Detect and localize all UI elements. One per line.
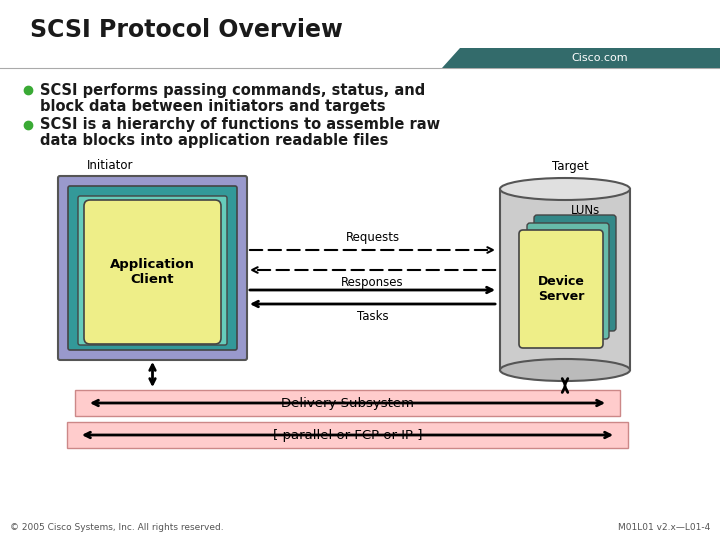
FancyBboxPatch shape — [84, 200, 221, 344]
Text: Tasks: Tasks — [356, 310, 388, 323]
Text: SCSI performs passing commands, status, and: SCSI performs passing commands, status, … — [40, 83, 426, 98]
Text: © 2005 Cisco Systems, Inc. All rights reserved.: © 2005 Cisco Systems, Inc. All rights re… — [10, 523, 224, 532]
Bar — [500, 189, 630, 370]
FancyBboxPatch shape — [58, 176, 247, 360]
Text: Requests: Requests — [346, 231, 400, 244]
Ellipse shape — [500, 359, 630, 381]
Text: SCSI Protocol Overview: SCSI Protocol Overview — [30, 18, 343, 42]
Text: [ parallel or FCP or IP ]: [ parallel or FCP or IP ] — [273, 429, 422, 442]
Text: Responses: Responses — [341, 276, 404, 289]
FancyBboxPatch shape — [519, 230, 603, 348]
Text: Target: Target — [552, 160, 588, 173]
FancyBboxPatch shape — [68, 186, 237, 350]
Bar — [67, 422, 628, 448]
Text: M01L01 v2.x—L01-4: M01L01 v2.x—L01-4 — [618, 523, 710, 532]
Bar — [75, 390, 620, 416]
FancyBboxPatch shape — [78, 196, 227, 345]
Text: SCSI is a hierarchy of functions to assemble raw: SCSI is a hierarchy of functions to asse… — [40, 118, 440, 132]
Text: Application
Client: Application Client — [110, 258, 195, 286]
Text: Cisco.com: Cisco.com — [572, 53, 629, 63]
Polygon shape — [442, 48, 720, 68]
Text: Initiator: Initiator — [86, 159, 133, 172]
Text: LUNs: LUNs — [570, 204, 600, 217]
Text: block data between initiators and targets: block data between initiators and target… — [40, 98, 386, 113]
FancyBboxPatch shape — [527, 223, 609, 339]
Text: Delivery Subsystem: Delivery Subsystem — [281, 396, 414, 409]
Text: Device
Server: Device Server — [538, 275, 585, 303]
Text: data blocks into application readable files: data blocks into application readable fi… — [40, 133, 388, 148]
Ellipse shape — [500, 178, 630, 200]
FancyBboxPatch shape — [534, 215, 616, 331]
